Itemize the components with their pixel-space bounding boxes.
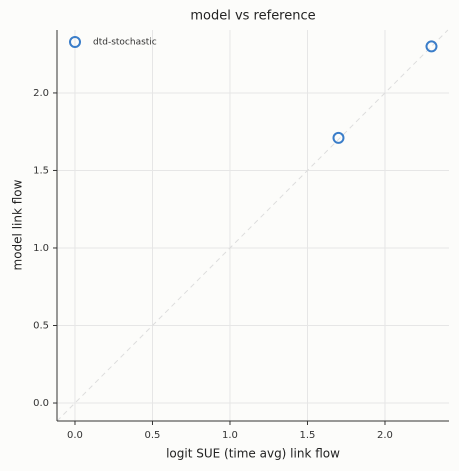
y-tick-label: 2.0 [33, 88, 49, 99]
y-axis-label: model link flow [11, 179, 25, 270]
reference-line [56, 29, 449, 422]
y-tick-label: 0.5 [33, 320, 49, 331]
x-tick-label: 2.0 [377, 430, 393, 441]
x-tick-label: 0.5 [145, 430, 161, 441]
point [332, 131, 345, 144]
legend-marker [69, 36, 81, 48]
y-tick-label: 0.0 [33, 398, 49, 409]
x-tick-label: 0.0 [67, 430, 83, 441]
point [425, 40, 438, 53]
y-tick-label: 1.0 [33, 243, 49, 254]
legend-label: dtd-stochastic [93, 38, 157, 48]
x-tick-label: 1.5 [300, 430, 316, 441]
x-axis-label: logit SUE (time avg) link flow [166, 447, 340, 461]
chart-title: model vs reference [190, 9, 315, 24]
y-tick-label: 1.5 [33, 165, 49, 176]
x-tick-label: 1.0 [222, 430, 238, 441]
